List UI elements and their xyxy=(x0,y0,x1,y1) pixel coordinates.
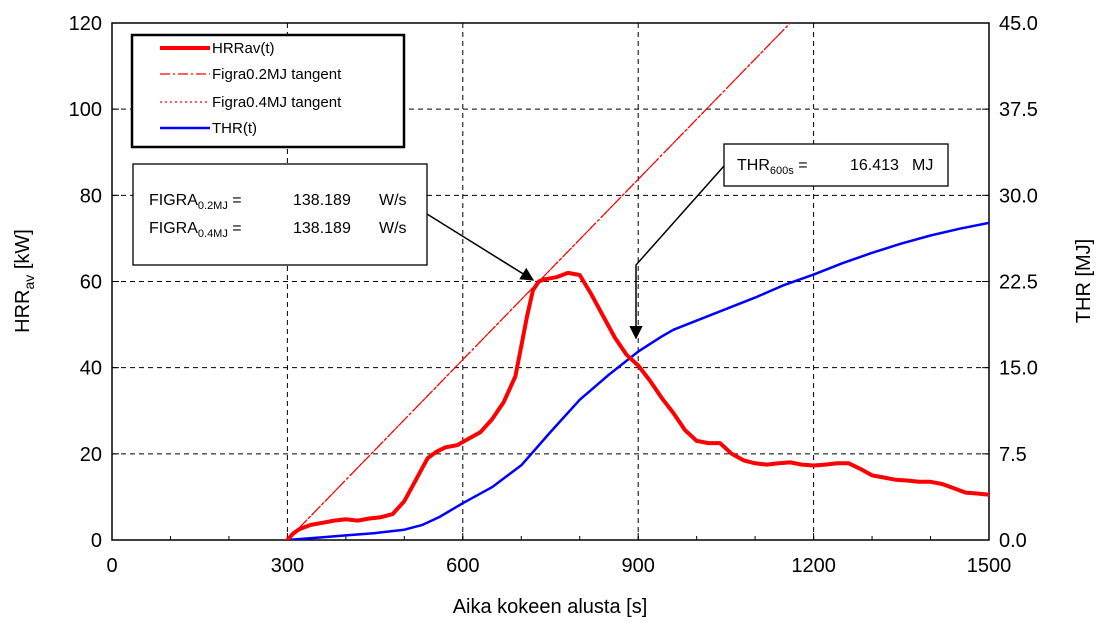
y-axis-title-unit: [kW] xyxy=(12,229,34,275)
x-axis-title: Aika kokeen alusta [s] xyxy=(453,596,648,618)
y-tick-label: 80 xyxy=(80,185,102,207)
thr-value: 16.413 xyxy=(850,157,899,174)
y2-axis-title: THR [MJ] xyxy=(1073,239,1095,323)
y2-tick-label: 0.0 xyxy=(999,530,1027,552)
x-tick-label: 600 xyxy=(446,555,479,577)
figra-box xyxy=(132,163,428,266)
y2-tick-label: 30.0 xyxy=(999,185,1038,207)
x-tick-label: 900 xyxy=(622,555,655,577)
legend-label-thr: THR(t) xyxy=(212,120,257,137)
figra-04-label-main: FIGRA xyxy=(149,220,198,237)
y2-tick-label: 15.0 xyxy=(999,358,1038,380)
legend-label-figra04: Figra0.4MJ tangent xyxy=(212,94,342,111)
figra-02-label-main: FIGRA xyxy=(149,192,198,209)
legend-label-figra02: Figra0.2MJ tangent xyxy=(212,66,342,83)
y-tick-label: 120 xyxy=(69,13,102,35)
y2-tick-label: 37.5 xyxy=(999,99,1038,121)
thr-arrow xyxy=(629,165,725,340)
x-tick-label: 0 xyxy=(106,555,117,577)
figra-02-value: 138.189 xyxy=(293,192,351,209)
figra-04-label-eq: = xyxy=(228,220,242,237)
figra-02-unit: W/s xyxy=(379,192,407,209)
legend-label-hrr: HRRav(t) xyxy=(212,40,275,57)
y-tick-label: 20 xyxy=(80,444,102,466)
y2-tick-label: 22.5 xyxy=(999,272,1038,294)
y-tick-label: 60 xyxy=(80,272,102,294)
figra-arrow xyxy=(426,213,535,281)
series-layer xyxy=(285,23,989,540)
y-tick-label: 100 xyxy=(69,99,102,121)
x-tick-label: 1500 xyxy=(967,555,1012,577)
figra-04-label: FIGRA0.4MJ = xyxy=(149,220,242,240)
figra-04-unit: W/s xyxy=(379,220,407,237)
series-line-hrrav-t- xyxy=(285,270,989,540)
y-tick-label: 40 xyxy=(80,358,102,380)
thr-label-eq: = xyxy=(794,157,808,174)
axis-ticks: 0 300 600 900 1200 1500 0 20 40 60 80 100 120 0.0 7.5 1… xyxy=(69,13,1038,577)
y2-tick-label: 45.0 xyxy=(999,13,1038,35)
y-axis-title: HRRav [kW] xyxy=(12,229,37,333)
thr-label-main: THR xyxy=(737,157,770,174)
thr-label-sub: 600s xyxy=(770,165,794,177)
figra-02-label-sub: 0.2MJ xyxy=(198,200,228,212)
y2-tick-label: 7.5 xyxy=(999,444,1027,466)
thr-box xyxy=(723,143,949,187)
figra-04-value: 138.189 xyxy=(293,220,351,237)
series-line-thr-t- xyxy=(286,221,989,540)
figra-04-label-sub: 0.4MJ xyxy=(198,228,228,240)
y-axis-title-main: HRR xyxy=(12,290,34,333)
y-tick-label: 0 xyxy=(91,530,102,552)
x-tick-label: 1200 xyxy=(791,555,836,577)
figra-02-label: FIGRA0.2MJ = xyxy=(149,192,242,212)
y-axis-title-sub: av xyxy=(21,275,37,290)
figra-annotation: FIGRA0.2MJ = 138.189 W/s FIGRA0.4MJ = 13… xyxy=(132,163,535,281)
thr-unit: MJ xyxy=(912,157,933,174)
figra-02-label-eq: = xyxy=(228,192,242,209)
x-tick-label: 300 xyxy=(271,555,304,577)
thr-annotation: THR600s = 16.413 MJ xyxy=(629,143,949,340)
thr-label: THR600s = xyxy=(737,157,808,177)
legend: HRRav(t) Figra0.2MJ tangent Figra0.4MJ t… xyxy=(130,33,406,149)
